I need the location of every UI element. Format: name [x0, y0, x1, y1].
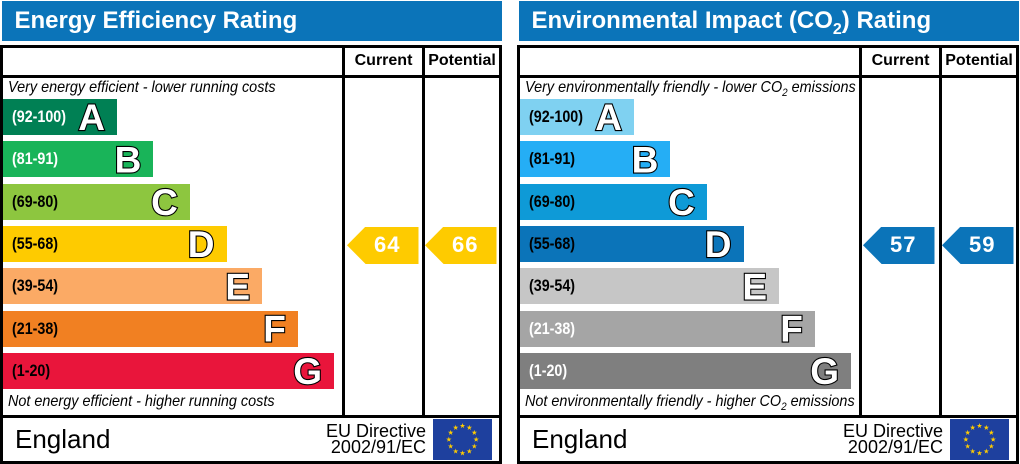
- svg-text:G: G: [810, 351, 839, 392]
- svg-text:D: D: [188, 224, 215, 265]
- svg-text:B: B: [115, 140, 142, 181]
- svg-text:D: D: [705, 224, 732, 265]
- svg-text:B: B: [632, 140, 659, 181]
- svg-text:A: A: [595, 97, 622, 138]
- svg-text:G: G: [293, 351, 322, 392]
- svg-text:A: A: [78, 97, 105, 138]
- svg-text:F: F: [780, 309, 803, 350]
- svg-text:F: F: [263, 309, 286, 350]
- svg-text:E: E: [742, 266, 767, 307]
- svg-text:E: E: [225, 266, 250, 307]
- svg-text:C: C: [668, 182, 695, 223]
- svg-text:C: C: [151, 182, 178, 223]
